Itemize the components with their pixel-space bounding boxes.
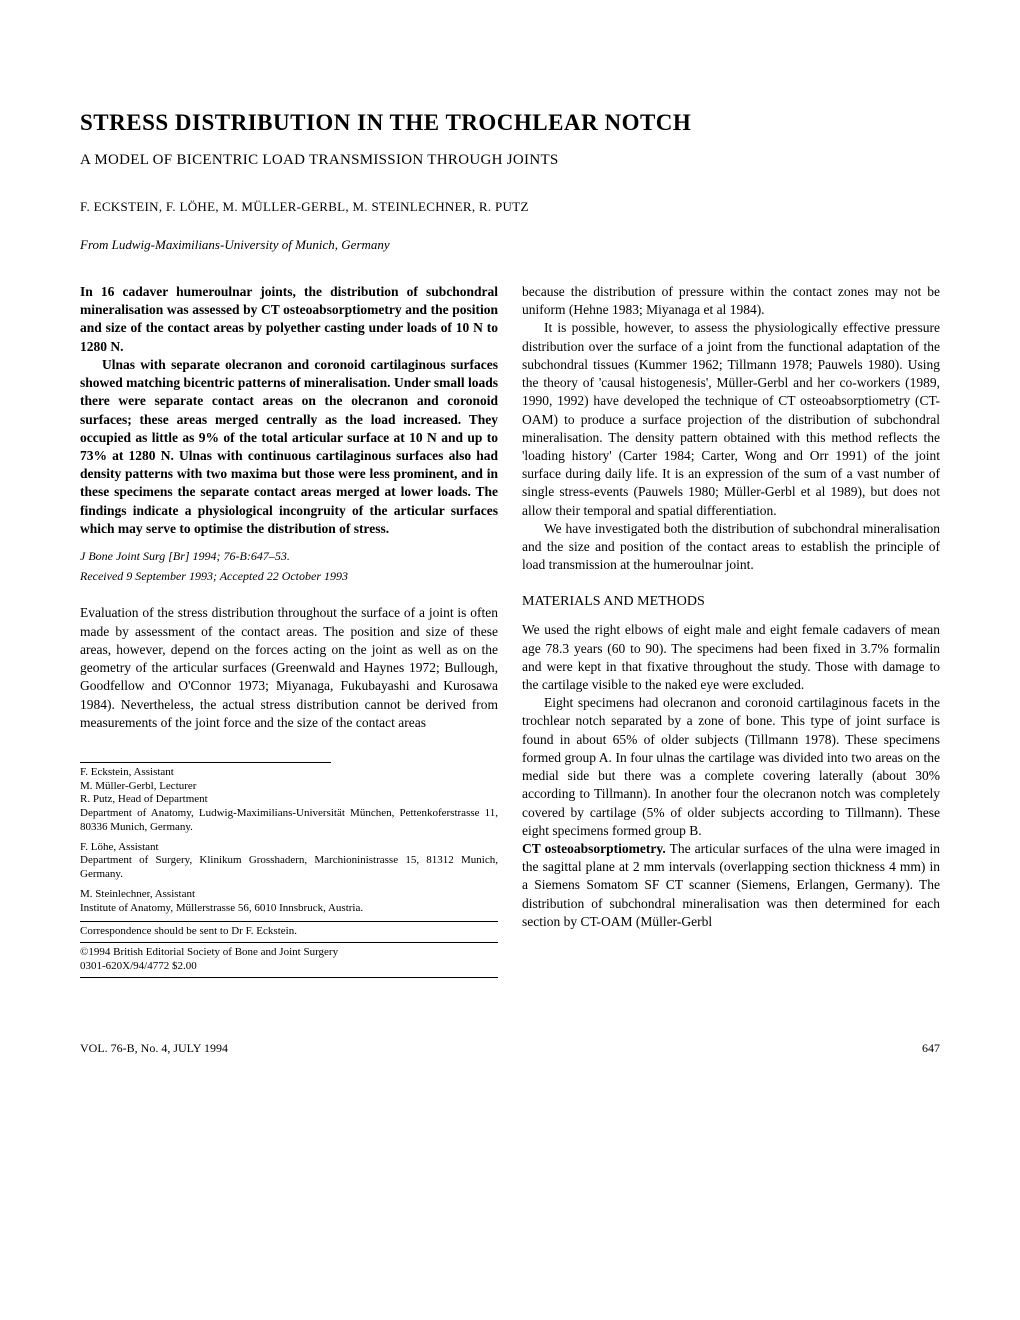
footer-volume: VOL. 76-B, No. 4, JULY 1994 bbox=[80, 1041, 228, 1056]
col2-body: because the distribution of pressure wit… bbox=[522, 283, 940, 575]
author-line: F. Eckstein, Assistant bbox=[80, 766, 498, 780]
author-line: M. Steinlechner, Assistant bbox=[80, 888, 498, 902]
col2-p2: It is possible, however, to assess the p… bbox=[522, 319, 940, 519]
author-line: R. Putz, Head of Department bbox=[80, 793, 498, 807]
footer-page-number: 647 bbox=[922, 1041, 940, 1056]
author-group-3: M. Steinlechner, Assistant Institute of … bbox=[80, 888, 498, 916]
author-info-block: F. Eckstein, Assistant M. Müller-Gerbl, … bbox=[80, 762, 498, 978]
methods-p2: Eight specimens had olecranon and corono… bbox=[522, 694, 940, 840]
author-line: Department of Surgery, Klinikum Grosshad… bbox=[80, 854, 498, 882]
affiliation-line: From Ludwig-Maximilians-University of Mu… bbox=[80, 237, 940, 253]
correspondence-line: Correspondence should be sent to Dr F. E… bbox=[80, 925, 498, 939]
intro-text: Evaluation of the stress distribution th… bbox=[80, 604, 498, 732]
abstract-p2: Ulnas with separate olecranon and corono… bbox=[80, 356, 498, 538]
article-title: STRESS DISTRIBUTION IN THE TROCHLEAR NOT… bbox=[80, 110, 940, 136]
authors-line: F. ECKSTEIN, F. LÖHE, M. MÜLLER-GERBL, M… bbox=[80, 199, 940, 215]
right-column: because the distribution of pressure wit… bbox=[522, 283, 940, 981]
divider bbox=[80, 762, 331, 763]
methods-p1: We used the right elbows of eight male a… bbox=[522, 621, 940, 694]
abstract-block: In 16 cadaver humeroulnar joints, the di… bbox=[80, 283, 498, 538]
methods-body: We used the right elbows of eight male a… bbox=[522, 621, 940, 931]
col2-p3: We have investigated both the distributi… bbox=[522, 520, 940, 575]
divider bbox=[80, 921, 498, 922]
methods-heading: MATERIALS AND METHODS bbox=[522, 593, 940, 612]
citation-line-1: J Bone Joint Surg [Br] 1994; 76-B:647–53… bbox=[80, 548, 498, 564]
author-line: Department of Anatomy, Ludwig-Maximilian… bbox=[80, 807, 498, 835]
article-subtitle: A MODEL OF BICENTRIC LOAD TRANSMISSION T… bbox=[80, 152, 940, 169]
author-group-1: F. Eckstein, Assistant M. Müller-Gerbl, … bbox=[80, 766, 498, 835]
abstract-p1: In 16 cadaver humeroulnar joints, the di… bbox=[80, 283, 498, 356]
author-line: F. Löhe, Assistant bbox=[80, 841, 498, 855]
author-line: Institute of Anatomy, Müllerstrasse 56, … bbox=[80, 902, 498, 916]
divider bbox=[80, 977, 498, 978]
copyright-line: 0301-620X/94/4772 $2.00 bbox=[80, 960, 498, 974]
left-column: In 16 cadaver humeroulnar joints, the di… bbox=[80, 283, 498, 981]
copyright-line: ©1994 British Editorial Society of Bone … bbox=[80, 946, 498, 960]
intro-p1: Evaluation of the stress distribution th… bbox=[80, 604, 498, 732]
author-group-2: F. Löhe, Assistant Department of Surgery… bbox=[80, 841, 498, 882]
author-line: M. Müller-Gerbl, Lecturer bbox=[80, 780, 498, 794]
two-column-body: In 16 cadaver humeroulnar joints, the di… bbox=[80, 283, 940, 981]
citation-line-2: Received 9 September 1993; Accepted 22 O… bbox=[80, 568, 498, 584]
page-content: STRESS DISTRIBUTION IN THE TROCHLEAR NOT… bbox=[0, 0, 1020, 1021]
methods-p3: CT osteoabsorptiometry. The articular su… bbox=[522, 840, 940, 931]
page-footer: VOL. 76-B, No. 4, JULY 1994 647 bbox=[0, 1021, 1020, 1086]
col2-p1: because the distribution of pressure wit… bbox=[522, 283, 940, 319]
divider bbox=[80, 942, 498, 943]
run-in-head: CT osteoabsorptiometry. bbox=[522, 841, 666, 856]
